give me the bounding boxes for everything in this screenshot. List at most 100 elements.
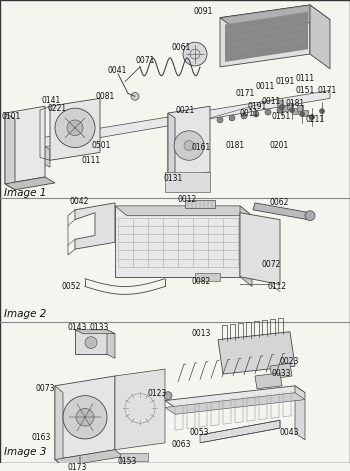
Text: 0091: 0091 <box>194 7 214 16</box>
Text: 0171: 0171 <box>236 89 255 98</box>
Text: 0052: 0052 <box>62 282 81 291</box>
Text: 0173: 0173 <box>68 463 88 471</box>
Circle shape <box>85 337 97 349</box>
Bar <box>277 100 283 106</box>
Text: 0101: 0101 <box>2 112 21 121</box>
Polygon shape <box>5 106 45 184</box>
Polygon shape <box>55 376 115 460</box>
Text: 0041: 0041 <box>107 66 126 75</box>
Circle shape <box>280 105 285 110</box>
Bar <box>120 453 148 461</box>
Text: 0062: 0062 <box>270 198 289 207</box>
Polygon shape <box>115 206 240 276</box>
Text: 0071: 0071 <box>135 57 154 65</box>
Text: 0131: 0131 <box>163 174 182 184</box>
Circle shape <box>131 92 139 100</box>
Text: 0011: 0011 <box>262 97 281 106</box>
Polygon shape <box>75 203 115 249</box>
Text: 0043: 0043 <box>280 428 300 437</box>
Circle shape <box>289 108 294 113</box>
Text: 0082: 0082 <box>192 277 211 286</box>
Text: 0153: 0153 <box>118 457 137 466</box>
Polygon shape <box>218 332 295 374</box>
Circle shape <box>76 408 94 426</box>
Circle shape <box>55 108 95 147</box>
Text: 0111: 0111 <box>82 156 101 165</box>
Bar <box>75 330 107 354</box>
Polygon shape <box>253 203 310 219</box>
Polygon shape <box>107 330 115 358</box>
Polygon shape <box>295 386 305 440</box>
Text: 0133: 0133 <box>90 323 109 333</box>
Circle shape <box>174 131 204 160</box>
Circle shape <box>300 112 304 116</box>
Polygon shape <box>75 330 115 333</box>
Circle shape <box>63 396 107 439</box>
Text: 0123: 0123 <box>148 389 167 398</box>
Circle shape <box>309 114 315 120</box>
Text: 0211: 0211 <box>305 115 324 124</box>
Text: 0151: 0151 <box>295 86 314 95</box>
Text: 0012: 0012 <box>178 195 197 204</box>
Text: 0072: 0072 <box>262 260 281 269</box>
Polygon shape <box>168 113 175 184</box>
Text: 0073: 0073 <box>36 384 56 393</box>
Text: 0112: 0112 <box>268 282 287 291</box>
Text: 0143: 0143 <box>67 323 86 333</box>
Polygon shape <box>240 206 252 286</box>
Text: 0013: 0013 <box>192 329 211 338</box>
Bar <box>302 110 308 116</box>
Polygon shape <box>50 98 100 160</box>
Polygon shape <box>168 106 210 179</box>
Polygon shape <box>115 206 252 216</box>
Bar <box>297 105 303 111</box>
Text: 0141: 0141 <box>42 96 61 105</box>
Text: 0181: 0181 <box>285 99 304 108</box>
Text: 0191: 0191 <box>276 77 295 86</box>
Circle shape <box>265 109 271 115</box>
Text: 0033: 0033 <box>272 368 292 378</box>
Circle shape <box>320 109 324 114</box>
Text: 0053: 0053 <box>190 428 210 437</box>
Polygon shape <box>30 139 50 167</box>
Polygon shape <box>5 113 15 190</box>
Text: 0181: 0181 <box>225 141 244 150</box>
Bar <box>195 273 220 281</box>
Text: 0042: 0042 <box>70 197 89 206</box>
Polygon shape <box>220 5 330 32</box>
Text: 0061: 0061 <box>172 43 191 52</box>
Text: 0161: 0161 <box>192 143 211 152</box>
Polygon shape <box>310 5 330 69</box>
Bar <box>282 105 288 111</box>
Circle shape <box>229 115 235 121</box>
Circle shape <box>67 120 83 136</box>
Bar <box>287 103 293 109</box>
Polygon shape <box>165 386 305 407</box>
Circle shape <box>305 211 315 220</box>
Polygon shape <box>55 450 123 466</box>
Circle shape <box>277 107 283 113</box>
Polygon shape <box>200 420 280 443</box>
Circle shape <box>183 42 207 66</box>
Bar <box>292 108 298 114</box>
Text: 0011: 0011 <box>255 82 274 91</box>
Polygon shape <box>30 90 330 149</box>
Polygon shape <box>165 393 305 414</box>
Text: 0111: 0111 <box>295 74 314 83</box>
Circle shape <box>253 111 259 117</box>
Text: 0023: 0023 <box>280 357 299 365</box>
Polygon shape <box>115 369 165 450</box>
Text: 0151: 0151 <box>272 112 291 121</box>
Polygon shape <box>55 386 63 466</box>
Polygon shape <box>220 5 310 67</box>
Polygon shape <box>255 373 282 389</box>
Polygon shape <box>225 12 308 62</box>
Text: 0011: 0011 <box>240 109 259 118</box>
Polygon shape <box>270 363 292 379</box>
Polygon shape <box>240 213 280 284</box>
Bar <box>185 200 215 208</box>
Text: Image 1: Image 1 <box>4 188 46 198</box>
Text: 0081: 0081 <box>95 92 114 101</box>
Text: 0171: 0171 <box>318 86 337 95</box>
Text: 0063: 0063 <box>172 440 191 449</box>
